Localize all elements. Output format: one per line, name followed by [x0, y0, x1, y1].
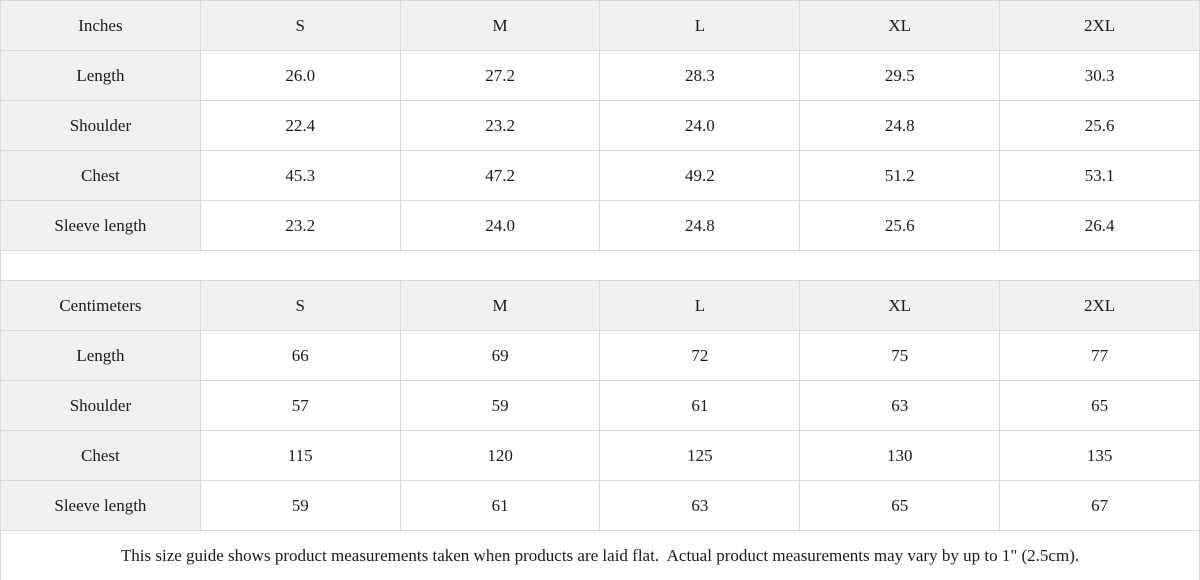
- size-header-xl: XL: [799, 0, 1001, 51]
- table-row: Sleeve length 23.2 24.0 24.8 25.6 26.4: [0, 200, 1200, 251]
- table-footer-row: This size guide shows product measuremen…: [0, 530, 1200, 580]
- value-cell: 51.2: [799, 150, 1001, 201]
- value-cell: 22.4: [199, 100, 401, 151]
- table-row: Centimeters S M L XL 2XL: [0, 280, 1200, 331]
- measure-label-cell: Sleeve length: [0, 200, 201, 251]
- value-cell: 45.3: [199, 150, 401, 201]
- value-cell: 23.2: [199, 200, 401, 251]
- value-cell: 25.6: [999, 100, 1200, 151]
- value-cell: 63: [599, 480, 801, 531]
- table-row: Length 26.0 27.2 28.3 29.5 30.3: [0, 50, 1200, 101]
- value-cell: 135: [999, 430, 1200, 481]
- table-row: Inches S M L XL 2XL: [0, 0, 1200, 51]
- value-cell: 72: [599, 330, 801, 381]
- value-cell: 120: [399, 430, 601, 481]
- size-header-m: M: [399, 0, 601, 51]
- value-cell: 115: [199, 430, 401, 481]
- value-cell: 23.2: [399, 100, 601, 151]
- value-cell: 24.8: [799, 100, 1001, 151]
- value-cell: 57: [199, 380, 401, 431]
- measure-label-cell: Chest: [0, 430, 201, 481]
- value-cell: 61: [399, 480, 601, 531]
- value-cell: 125: [599, 430, 801, 481]
- footnote: This size guide shows product measuremen…: [0, 530, 1200, 580]
- value-cell: 63: [799, 380, 1001, 431]
- size-header-s: S: [199, 280, 401, 331]
- size-header-l: L: [599, 0, 801, 51]
- unit-header-centimeters: Centimeters: [0, 280, 201, 331]
- value-cell: 26.0: [199, 50, 401, 101]
- unit-header-inches: Inches: [0, 0, 201, 51]
- value-cell: 67: [999, 480, 1200, 531]
- value-cell: 47.2: [399, 150, 601, 201]
- table-row: Chest 115 120 125 130 135: [0, 430, 1200, 481]
- measure-label-cell: Length: [0, 330, 201, 381]
- value-cell: 29.5: [799, 50, 1001, 101]
- value-cell: 66: [199, 330, 401, 381]
- value-cell: 59: [199, 480, 401, 531]
- size-header-s: S: [199, 0, 401, 51]
- measure-label-cell: Shoulder: [0, 380, 201, 431]
- size-header-l: L: [599, 280, 801, 331]
- table-row: Shoulder 57 59 61 63 65: [0, 380, 1200, 431]
- spacer-cell: [0, 250, 1200, 281]
- value-cell: 49.2: [599, 150, 801, 201]
- size-header-m: M: [399, 280, 601, 331]
- value-cell: 24.0: [399, 200, 601, 251]
- value-cell: 24.8: [599, 200, 801, 251]
- size-header-xl: XL: [799, 280, 1001, 331]
- value-cell: 65: [999, 380, 1200, 431]
- value-cell: 75: [799, 330, 1001, 381]
- value-cell: 28.3: [599, 50, 801, 101]
- value-cell: 25.6: [799, 200, 1001, 251]
- value-cell: 69: [399, 330, 601, 381]
- size-header-2xl: 2XL: [999, 0, 1200, 51]
- table-row: Shoulder 22.4 23.2 24.0 24.8 25.6: [0, 100, 1200, 151]
- table-row: Length 66 69 72 75 77: [0, 330, 1200, 381]
- measure-label-cell: Sleeve length: [0, 480, 201, 531]
- table-row: Chest 45.3 47.2 49.2 51.2 53.1: [0, 150, 1200, 201]
- measure-label-cell: Shoulder: [0, 100, 201, 151]
- table-spacer-row: [0, 250, 1200, 281]
- value-cell: 26.4: [999, 200, 1200, 251]
- value-cell: 59: [399, 380, 601, 431]
- value-cell: 30.3: [999, 50, 1200, 101]
- value-cell: 130: [799, 430, 1001, 481]
- value-cell: 65: [799, 480, 1001, 531]
- measure-label-cell: Length: [0, 50, 201, 101]
- measure-label-cell: Chest: [0, 150, 201, 201]
- table-row: Sleeve length 59 61 63 65 67: [0, 480, 1200, 531]
- value-cell: 77: [999, 330, 1200, 381]
- value-cell: 27.2: [399, 50, 601, 101]
- value-cell: 53.1: [999, 150, 1200, 201]
- value-cell: 24.0: [599, 100, 801, 151]
- size-header-2xl: 2XL: [999, 280, 1200, 331]
- value-cell: 61: [599, 380, 801, 431]
